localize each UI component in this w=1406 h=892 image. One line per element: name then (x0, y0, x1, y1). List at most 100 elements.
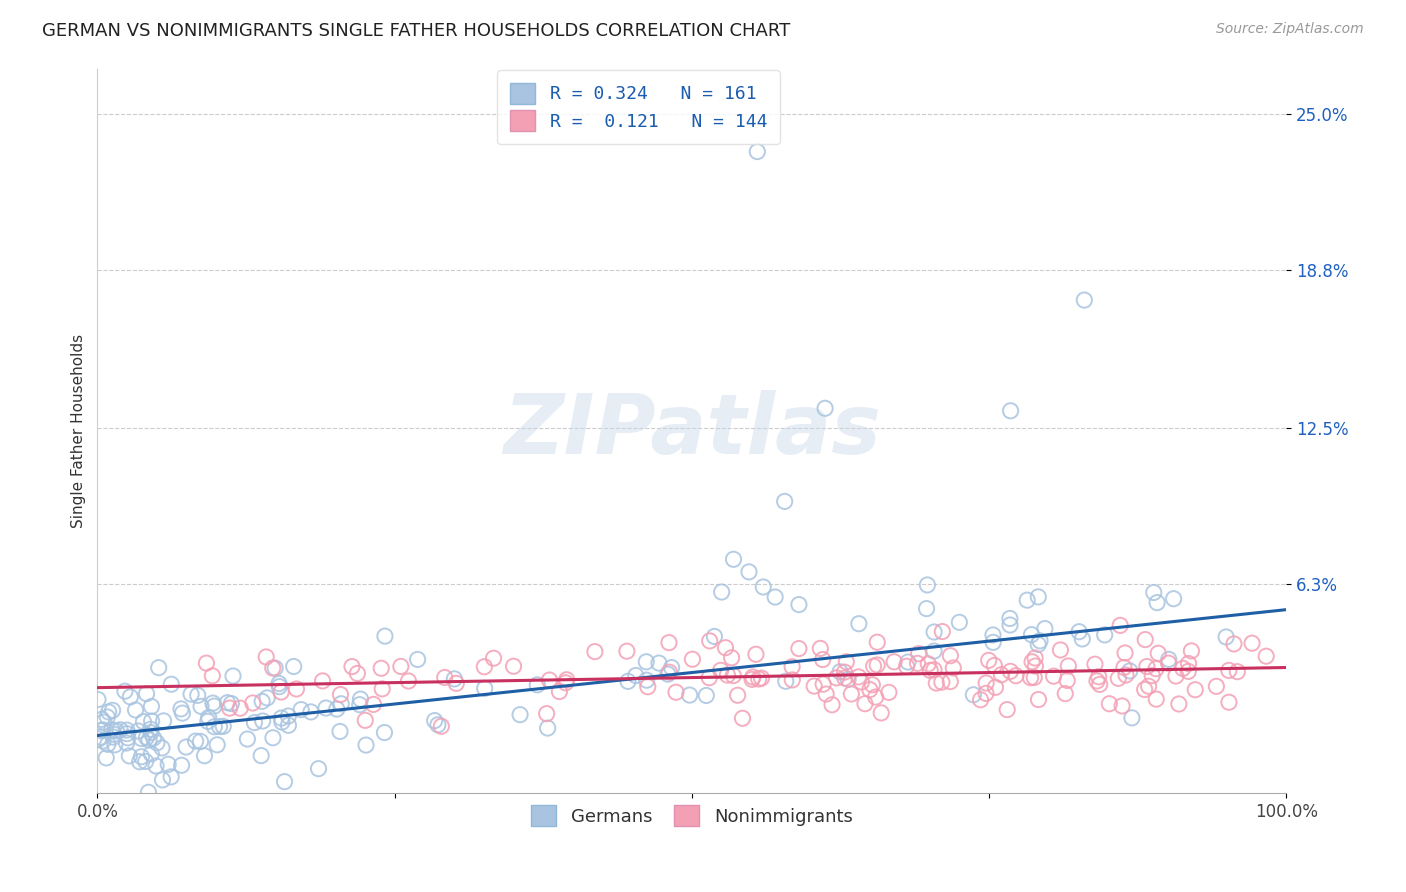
Germans (1163, 591, 1185, 606)
Nonimmigrants (1223, 637, 1246, 651)
Germans (90, 730, 112, 744)
Germans (127, 724, 149, 739)
Nonimmigrants (942, 661, 965, 675)
Germans (124, 703, 146, 717)
Germans (96, 751, 118, 765)
Germans (120, 690, 142, 704)
Nonimmigrants (1164, 669, 1187, 683)
Nonimmigrants (1042, 669, 1064, 683)
Nonimmigrants (931, 624, 953, 639)
Germans (250, 748, 273, 763)
Germans (1017, 593, 1039, 607)
Germans (1146, 596, 1168, 610)
Germans (103, 730, 125, 744)
Germans (617, 674, 640, 689)
Germans (139, 725, 162, 739)
Germans (115, 726, 138, 740)
Germans (208, 720, 231, 734)
Text: GERMAN VS NONIMMIGRANTS SINGLE FATHER HOUSEHOLDS CORRELATION CHART: GERMAN VS NONIMMIGRANTS SINGLE FATHER HO… (42, 22, 790, 40)
Germans (1215, 630, 1237, 644)
Germans (773, 494, 796, 508)
Germans (787, 598, 810, 612)
Germans (132, 714, 155, 729)
Nonimmigrants (748, 672, 770, 686)
Nonimmigrants (834, 665, 856, 679)
Nonimmigrants (815, 687, 838, 701)
Nonimmigrants (1111, 698, 1133, 713)
Germans (105, 723, 128, 738)
Nonimmigrants (835, 655, 858, 669)
Germans (138, 733, 160, 747)
Germans (97, 737, 120, 751)
Nonimmigrants (1098, 697, 1121, 711)
Nonimmigrants (555, 673, 578, 687)
Germans (678, 688, 700, 702)
Nonimmigrants (697, 671, 720, 685)
Nonimmigrants (974, 676, 997, 690)
Nonimmigrants (329, 688, 352, 702)
Germans (142, 731, 165, 745)
Nonimmigrants (848, 670, 870, 684)
Germans (349, 692, 371, 706)
Germans (1067, 624, 1090, 639)
Nonimmigrants (866, 635, 889, 649)
Nonimmigrants (482, 651, 505, 665)
Nonimmigrants (925, 676, 948, 690)
Nonimmigrants (782, 673, 804, 687)
Nonimmigrants (699, 634, 721, 648)
Germans (848, 616, 870, 631)
Text: ZIPatlas: ZIPatlas (503, 391, 880, 472)
Germans (814, 401, 837, 416)
Nonimmigrants (616, 644, 638, 658)
Nonimmigrants (1005, 669, 1028, 683)
Germans (636, 673, 658, 688)
Germans (97, 705, 120, 719)
Germans (101, 703, 124, 717)
Nonimmigrants (254, 649, 277, 664)
Germans (180, 687, 202, 701)
Nonimmigrants (1084, 657, 1107, 672)
Germans (160, 677, 183, 691)
Nonimmigrants (821, 698, 844, 712)
Nonimmigrants (907, 657, 929, 671)
Germans (184, 734, 207, 748)
Germans (145, 759, 167, 773)
Germans (277, 718, 299, 732)
Germans (202, 699, 225, 714)
Nonimmigrants (920, 664, 942, 678)
Germans (406, 652, 429, 666)
Nonimmigrants (780, 659, 803, 673)
Germans (661, 660, 683, 674)
Germans (96, 710, 118, 724)
Germans (354, 738, 377, 752)
Germans (315, 701, 337, 715)
Germans (202, 720, 225, 734)
Germans (657, 667, 679, 681)
Germans (326, 702, 349, 716)
Nonimmigrants (860, 678, 883, 692)
Nonimmigrants (1114, 646, 1136, 660)
Germans (1157, 652, 1180, 666)
Germans (212, 719, 235, 733)
Nonimmigrants (1056, 673, 1078, 688)
Nonimmigrants (1218, 664, 1240, 678)
Nonimmigrants (866, 657, 889, 672)
Nonimmigrants (396, 673, 419, 688)
Nonimmigrants (1136, 659, 1159, 673)
Nonimmigrants (502, 659, 524, 673)
Germans (152, 714, 174, 728)
Nonimmigrants (1256, 649, 1278, 664)
Nonimmigrants (665, 685, 688, 699)
Nonimmigrants (1024, 651, 1046, 665)
Germans (115, 736, 138, 750)
Germans (114, 684, 136, 698)
Nonimmigrants (1109, 618, 1132, 632)
Germans (236, 732, 259, 747)
Germans (128, 755, 150, 769)
Nonimmigrants (311, 673, 333, 688)
Nonimmigrants (363, 698, 385, 712)
Germans (962, 688, 984, 702)
Germans (270, 711, 292, 725)
Germans (922, 644, 945, 658)
Germans (157, 757, 180, 772)
